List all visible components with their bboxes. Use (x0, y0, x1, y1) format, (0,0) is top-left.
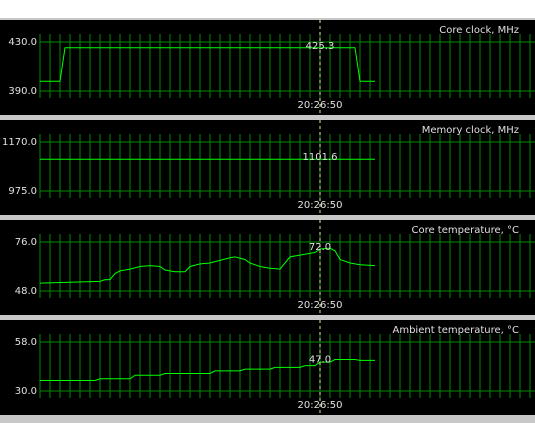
cursor-time: 20:26:50 (298, 400, 343, 411)
cursor-value: 47.0 (309, 354, 331, 365)
y-tick-label: 48.0 (15, 286, 37, 297)
top-strip (0, 0, 535, 18)
panel (0, 120, 535, 215)
trace (40, 359, 375, 381)
y-tick-label: 30.0 (15, 386, 37, 397)
cursor-value: 425.3 (306, 41, 335, 52)
panel-title: Core clock, MHz (439, 25, 519, 36)
panel (0, 20, 535, 115)
cursor-time: 20:26:50 (298, 300, 343, 311)
y-tick-label: 975.0 (8, 186, 37, 197)
y-tick-label: 430.0 (8, 37, 37, 48)
panel-title: Memory clock, MHz (422, 125, 519, 136)
cursor-time: 20:26:50 (298, 200, 343, 211)
trace (40, 47, 375, 82)
cursor-time: 20:26:50 (298, 100, 343, 111)
y-tick-label: 1170.0 (2, 137, 37, 148)
panel-title: Core temperature, °C (411, 225, 519, 236)
cursor-value: 72.0 (309, 242, 331, 253)
trace (39, 247, 376, 284)
y-tick-label: 390.0 (8, 86, 37, 97)
y-tick-label: 76.0 (15, 237, 37, 248)
panel (0, 320, 535, 415)
y-tick-label: 58.0 (15, 337, 37, 348)
cursor-value: 1101.6 (303, 152, 338, 163)
panel-title: Ambient temperature, °C (393, 325, 520, 336)
